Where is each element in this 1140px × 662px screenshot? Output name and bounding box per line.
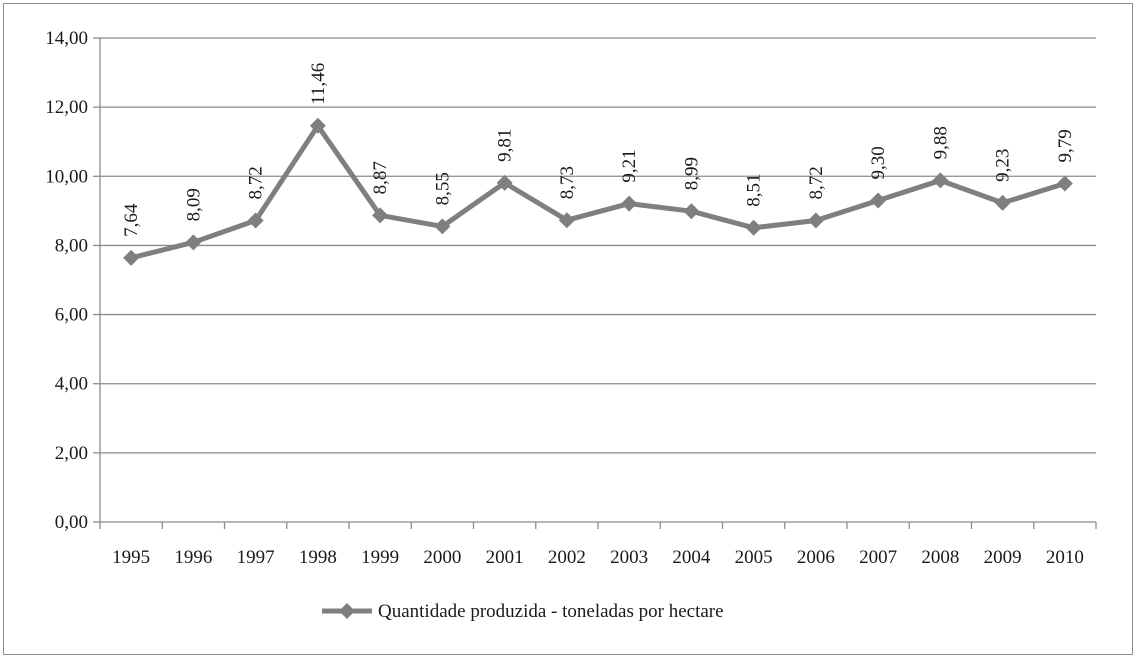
x-tick-label: 2006 (797, 547, 835, 568)
legend-label: Quantidade produzida - toneladas por hec… (378, 601, 724, 622)
data-label: 9,81 (495, 129, 516, 162)
data-label: 9,88 (930, 126, 951, 159)
x-tick-label: 2002 (548, 547, 586, 568)
data-point (247, 212, 264, 229)
data-point (932, 172, 949, 189)
x-tick-label: 2005 (735, 547, 773, 568)
x-tick-label: 2000 (423, 547, 461, 568)
y-tick-label: 10,00 (45, 166, 88, 187)
legend: Quantidade produzida - toneladas por hec… (322, 601, 724, 622)
data-point (496, 174, 513, 191)
x-tick-label: 2003 (610, 547, 648, 568)
y-tick-label: 12,00 (45, 97, 88, 118)
gridlines (100, 37, 1096, 454)
data-label: 8,51 (744, 174, 765, 207)
series-line-group: 7,64 8,09 8,72 11,46 8,87 8,55 9,81 8,73 9,21 8,9… (121, 63, 1076, 266)
data-label: 8,99 (681, 157, 702, 190)
data-point (621, 195, 638, 212)
x-tick-label: 1996 (174, 547, 212, 568)
data-point (558, 212, 575, 229)
x-tick-label: 2008 (921, 547, 959, 568)
data-point (994, 194, 1011, 211)
data-point (434, 218, 451, 235)
x-tick-label: 1995 (112, 547, 150, 568)
x-axis: 1995 1996 1997 1998 1999 2000 2001 2002 2003 2004… (99, 521, 1097, 568)
data-label: 11,46 (308, 63, 329, 105)
x-tick-label: 2007 (859, 547, 897, 568)
y-tick-label: 4,00 (55, 374, 88, 395)
data-label: 9,21 (619, 149, 640, 182)
data-point (745, 219, 762, 236)
y-tick-label: 6,00 (55, 305, 88, 326)
x-tick-label: 2001 (486, 547, 524, 568)
data-point (1056, 175, 1073, 192)
data-label: 8,72 (806, 166, 827, 199)
x-tick-label: 2004 (672, 547, 711, 568)
data-point (372, 207, 389, 224)
x-tick-label: 1997 (237, 547, 275, 568)
series-line (130, 123, 1066, 261)
data-label: 8,55 (432, 172, 453, 205)
data-point (309, 117, 326, 134)
legend-marker (339, 603, 355, 619)
x-tick-label: 2009 (984, 547, 1022, 568)
y-tick-label: 0,00 (55, 512, 88, 533)
y-tick-label: 14,00 (45, 28, 88, 49)
data-label: 9,23 (993, 149, 1014, 182)
x-tick-label: 2010 (1046, 547, 1084, 568)
data-label: 8,73 (557, 166, 578, 199)
y-tick-label: 2,00 (55, 443, 88, 464)
chart-frame (3, 3, 1133, 655)
data-label: 8,72 (246, 166, 267, 199)
data-point (683, 203, 700, 220)
data-point (807, 212, 824, 229)
data-point (185, 234, 202, 251)
x-tick-label: 1998 (299, 547, 337, 568)
data-label: 9,79 (1055, 129, 1076, 162)
y-tick-label: 8,00 (55, 235, 88, 256)
data-label: 7,64 (121, 203, 142, 237)
data-point (123, 249, 140, 266)
x-tick-label: 1999 (361, 547, 399, 568)
data-point (870, 192, 887, 209)
y-axis: 0,00 2,00 4,00 6,00 8,00 10,00 12,00 14,00 (45, 28, 101, 533)
data-label: 9,30 (868, 146, 889, 179)
data-label: 8,09 (183, 188, 204, 221)
data-label: 8,87 (370, 161, 391, 194)
